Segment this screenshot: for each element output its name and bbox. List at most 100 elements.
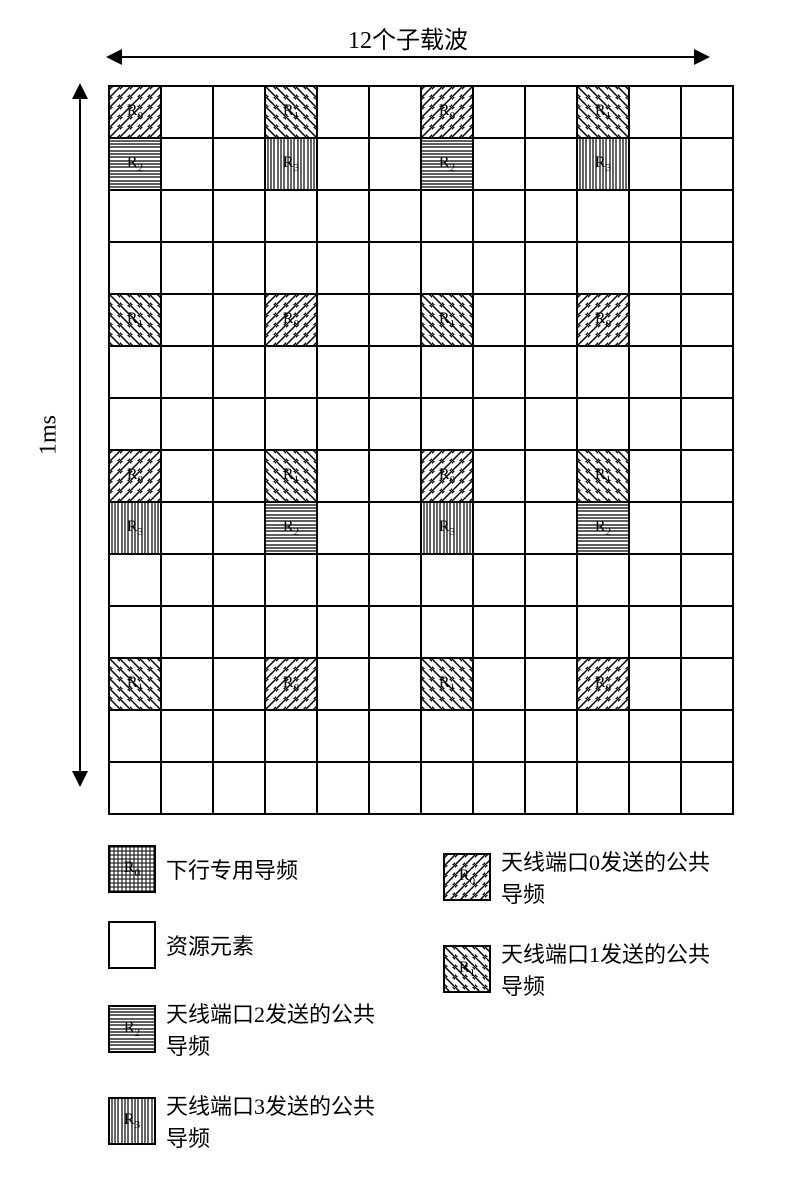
grid-cell bbox=[681, 138, 733, 190]
grid-cell: R2 bbox=[421, 138, 473, 190]
grid-cell bbox=[317, 606, 369, 658]
grid-cell bbox=[473, 710, 525, 762]
legend-swatch bbox=[108, 921, 156, 969]
legend-swatch-label: R3 bbox=[124, 1111, 140, 1131]
grid-cell: R0 bbox=[577, 658, 629, 710]
legend-swatch: R1 bbox=[443, 945, 491, 993]
legend-text: 天线端口1发送的公共导频 bbox=[501, 937, 728, 1001]
left-axis: 1ms bbox=[43, 85, 98, 785]
grid-cell bbox=[369, 554, 421, 606]
legend-text: 天线端口0发送的公共导频 bbox=[501, 845, 728, 909]
grid-cell bbox=[629, 398, 681, 450]
grid-cell bbox=[213, 658, 265, 710]
grid-cell bbox=[525, 398, 577, 450]
grid-cell bbox=[317, 242, 369, 294]
legend-swatch-label: R0 bbox=[124, 859, 140, 879]
cell-label: R3 bbox=[127, 518, 143, 538]
cell-R1: R1 bbox=[110, 295, 160, 345]
legend-swatch: R0 bbox=[108, 845, 156, 893]
grid-cell bbox=[473, 86, 525, 138]
cell-R1: R1 bbox=[266, 451, 316, 501]
grid-cell bbox=[525, 710, 577, 762]
grid-cell bbox=[681, 242, 733, 294]
grid-cell bbox=[629, 450, 681, 502]
grid-cell bbox=[629, 606, 681, 658]
grid-cell bbox=[213, 554, 265, 606]
cell-label: R1 bbox=[439, 674, 455, 694]
grid-cell bbox=[317, 658, 369, 710]
grid-cell bbox=[577, 710, 629, 762]
cell-label: R1 bbox=[439, 310, 455, 330]
grid-cell: R2 bbox=[265, 502, 317, 554]
grid-cell bbox=[629, 502, 681, 554]
grid-cell: R0 bbox=[109, 86, 161, 138]
grid-cell bbox=[161, 398, 213, 450]
legend-text: 资源元素 bbox=[166, 929, 254, 961]
grid-cell bbox=[109, 606, 161, 658]
grid-cell: R0 bbox=[421, 86, 473, 138]
cell-R2: R2 bbox=[422, 139, 472, 189]
grid-cell: R1 bbox=[109, 658, 161, 710]
grid-cell bbox=[629, 86, 681, 138]
grid-cell bbox=[577, 346, 629, 398]
grid-cell bbox=[369, 658, 421, 710]
grid-cell: R3 bbox=[265, 138, 317, 190]
cell-label: R3 bbox=[595, 154, 611, 174]
grid-cell bbox=[681, 346, 733, 398]
cell-R0: R0 bbox=[266, 659, 316, 709]
grid-cell bbox=[421, 554, 473, 606]
cell-label: R1 bbox=[127, 674, 143, 694]
grid-cell bbox=[161, 190, 213, 242]
grid-cell bbox=[525, 658, 577, 710]
grid-cell bbox=[317, 138, 369, 190]
grid-cell: R3 bbox=[577, 138, 629, 190]
grid-cell bbox=[161, 86, 213, 138]
grid-cell bbox=[577, 762, 629, 814]
grid-cell bbox=[161, 502, 213, 554]
grid-cell bbox=[525, 346, 577, 398]
grid-cell: R1 bbox=[577, 86, 629, 138]
cell-label: R1 bbox=[127, 310, 143, 330]
grid-cell bbox=[369, 346, 421, 398]
cell-R0: R0 bbox=[110, 87, 160, 137]
grid-cell bbox=[109, 242, 161, 294]
grid-cell: R3 bbox=[109, 502, 161, 554]
grid-cell bbox=[577, 190, 629, 242]
legend-text: 天线端口2发送的公共导频 bbox=[166, 997, 393, 1061]
grid-cell bbox=[161, 242, 213, 294]
arrow-right-icon bbox=[694, 49, 710, 65]
grid-cell bbox=[369, 138, 421, 190]
grid-cell bbox=[473, 346, 525, 398]
legend-text: 下行专用导频 bbox=[166, 853, 298, 885]
grid-cell bbox=[161, 606, 213, 658]
grid-cell bbox=[421, 762, 473, 814]
grid-cell bbox=[473, 502, 525, 554]
grid-cell bbox=[629, 242, 681, 294]
cell-R0: R0 bbox=[422, 451, 472, 501]
cell-R0: R0 bbox=[578, 295, 628, 345]
grid-cell bbox=[213, 398, 265, 450]
cell-R3: R3 bbox=[422, 503, 472, 553]
cell-label: R1 bbox=[595, 466, 611, 486]
cell-label: R2 bbox=[595, 518, 611, 538]
grid-cell bbox=[213, 450, 265, 502]
grid-cell bbox=[369, 762, 421, 814]
cell-R1: R1 bbox=[578, 451, 628, 501]
grid-cell bbox=[161, 294, 213, 346]
grid-cell bbox=[109, 762, 161, 814]
grid-cell bbox=[265, 242, 317, 294]
grid-cell bbox=[525, 190, 577, 242]
grid-cell bbox=[681, 450, 733, 502]
legend-item: R0天线端口0发送的公共导频 bbox=[443, 845, 728, 909]
legend-swatch: R0 bbox=[443, 853, 491, 901]
legend-item: 资源元素 bbox=[108, 921, 393, 969]
legend-swatch-label: R1 bbox=[459, 959, 475, 979]
grid-cell bbox=[681, 190, 733, 242]
grid-cell: R2 bbox=[577, 502, 629, 554]
grid-cell: R1 bbox=[109, 294, 161, 346]
grid-cell bbox=[213, 138, 265, 190]
grid-cell bbox=[265, 190, 317, 242]
grid-cell: R0 bbox=[577, 294, 629, 346]
grid-cell bbox=[213, 762, 265, 814]
grid-cell bbox=[109, 398, 161, 450]
